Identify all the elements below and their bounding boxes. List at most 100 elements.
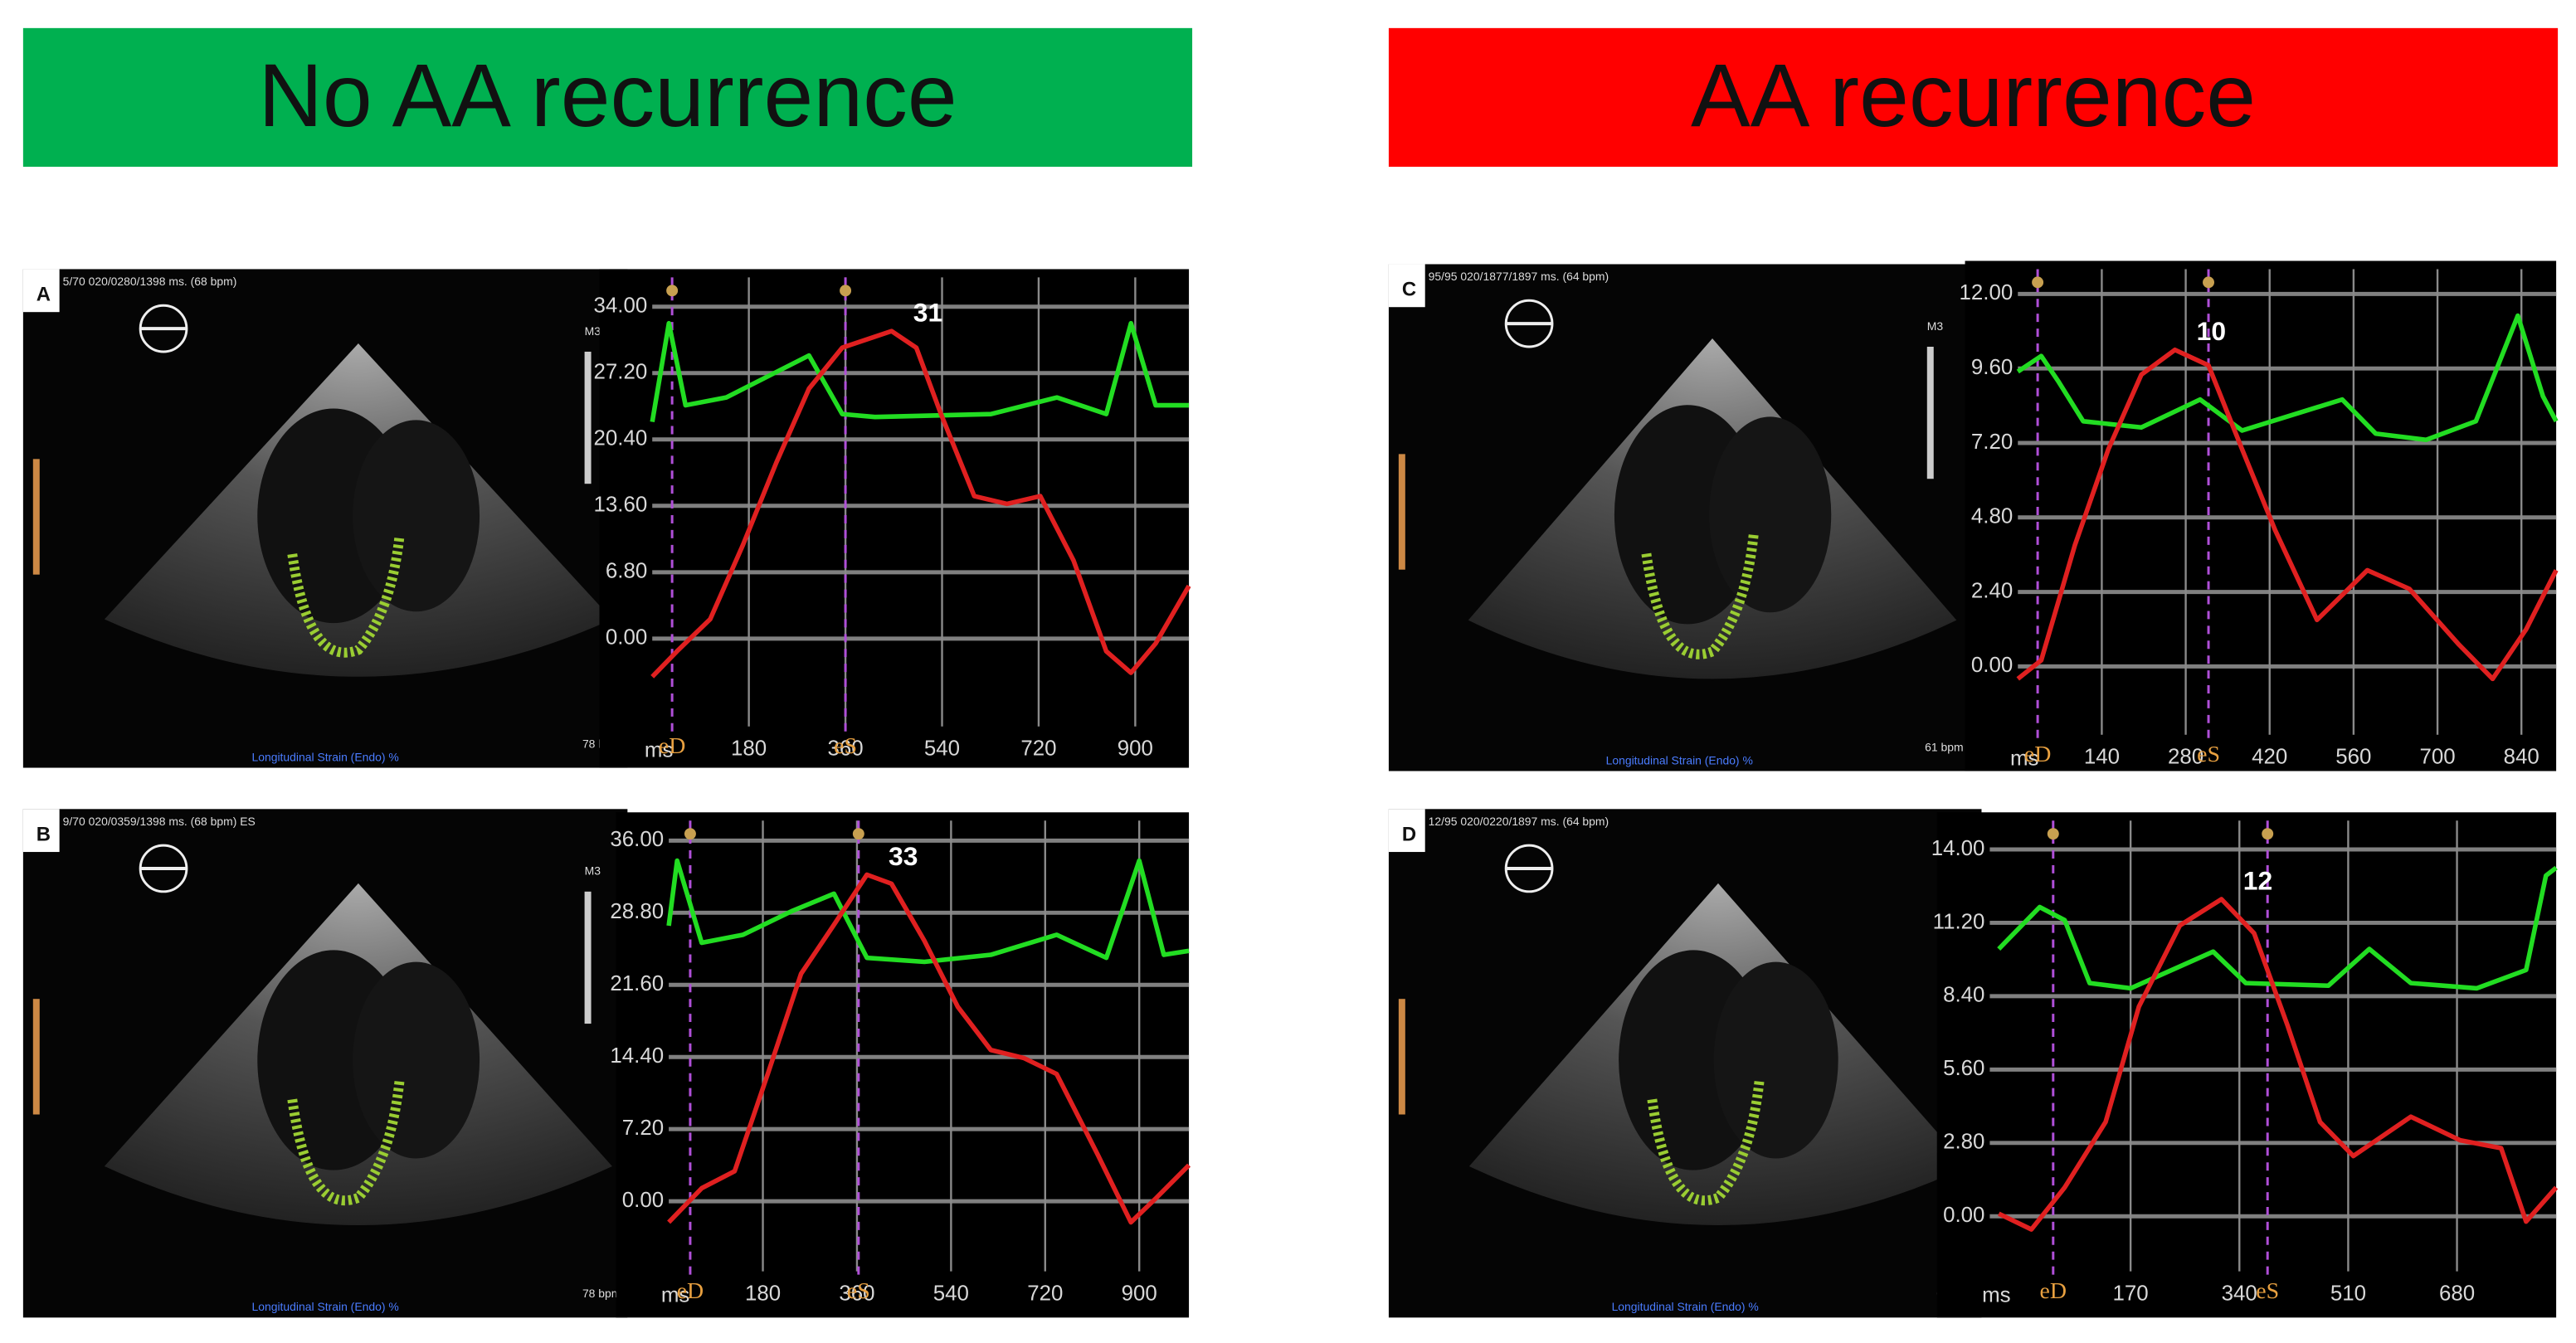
color-bar — [32, 459, 40, 575]
y-tick-label: 5.60 — [1943, 1057, 1984, 1080]
x-tick-label: 180 — [731, 737, 767, 760]
y-tick-label: 7.20 — [622, 1117, 664, 1140]
x-tick-label: 510 — [2330, 1282, 2366, 1305]
x-axis-label: ms — [645, 738, 673, 762]
gray-bar — [584, 351, 592, 484]
y-tick-label: 0.00 — [1971, 654, 2013, 677]
echo-chamber — [353, 420, 480, 612]
event-marker-icon — [852, 828, 864, 840]
echo-footer: Longitudinal Strain (Endo) % — [1612, 1300, 1759, 1313]
header-bar — [1388, 27, 2559, 168]
x-tick-label: 540 — [924, 737, 960, 760]
chart-background — [599, 269, 1190, 768]
event-marker-icon — [666, 285, 679, 297]
x-tick-label: 360 — [839, 1282, 874, 1305]
x-tick-label: 700 — [2419, 745, 2455, 768]
event-marker-icon — [2047, 828, 2059, 840]
y-tick-label: 36.00 — [610, 828, 664, 851]
panel-letter: B — [37, 823, 51, 845]
strain-curve — [2016, 347, 2559, 682]
x-tick-label: 840 — [2504, 745, 2539, 768]
gray-bar — [1926, 346, 1934, 479]
x-tick-label: 720 — [1027, 1282, 1063, 1305]
chart-background — [616, 812, 1190, 1318]
event-marker-icon — [2203, 276, 2214, 289]
x-tick-label: 340 — [2222, 1282, 2257, 1305]
y-tick-label: 13.60 — [594, 494, 648, 517]
x-tick-label: 140 — [2084, 745, 2120, 768]
event-label: eD — [659, 733, 686, 759]
y-tick-label: 2.40 — [1971, 579, 2013, 602]
x-axis-label: ms — [661, 1283, 689, 1307]
echo-header: 9/70 020/0359/1398 ms. (68 bpm) ES — [63, 815, 256, 828]
peak-label: 10 — [2197, 316, 2226, 346]
x-tick-label: 900 — [1122, 1282, 1157, 1305]
x-tick-label: 540 — [933, 1282, 969, 1305]
panel-letter-box — [1388, 264, 1425, 308]
x-axis-label: ms — [2010, 747, 2038, 770]
y-tick-label: 21.60 — [610, 972, 664, 995]
event-label: eS — [834, 733, 857, 759]
y-tick-label: 20.40 — [594, 427, 648, 450]
panel-letter-box — [1388, 809, 1425, 853]
event-marker-icon — [2032, 276, 2044, 289]
x-tick-label: 280 — [2168, 745, 2203, 768]
event-marker-icon — [2262, 828, 2274, 840]
event-marker-icon — [684, 828, 696, 840]
y-tick-label: 2.80 — [1943, 1131, 1984, 1154]
y-tick-label: 8.40 — [1943, 984, 1984, 1007]
strain-curve — [650, 320, 1190, 423]
echo-scale: M3 — [1927, 319, 1944, 333]
header-bar — [22, 27, 1193, 168]
echo-footer: Longitudinal Strain (Endo) % — [251, 750, 398, 763]
echo-chamber — [1709, 416, 1832, 613]
panel-letter-box — [22, 809, 60, 853]
echo-chamber — [353, 961, 480, 1159]
x-tick-label: 720 — [1020, 737, 1056, 760]
y-tick-label: 11.20 — [1933, 910, 1985, 933]
strain-curve — [1998, 897, 2559, 1232]
x-tick-label: 680 — [2439, 1282, 2475, 1305]
y-tick-label: 6.80 — [606, 560, 647, 583]
y-tick-label: 14.40 — [610, 1044, 664, 1068]
panel-letter: D — [1402, 823, 1416, 845]
y-tick-label: 34.00 — [594, 294, 648, 318]
event-label: eD — [2024, 742, 2052, 767]
echo-header: 12/95 020/0220/1897 ms. (64 bpm) — [1429, 815, 1609, 828]
strain-curve — [650, 328, 1191, 679]
event-marker-icon — [840, 285, 852, 297]
x-tick-label: 900 — [1118, 737, 1153, 760]
peak-label: 31 — [913, 298, 942, 328]
gray-bar — [584, 891, 592, 1024]
x-tick-label: 170 — [2113, 1282, 2149, 1305]
echo-bpm: 61 bpm — [1925, 740, 1963, 753]
event-label: eD — [677, 1278, 704, 1304]
y-tick-label: 4.80 — [1971, 505, 2013, 528]
echo-header: 5/70 020/0280/1398 ms. (68 bpm) — [63, 275, 237, 288]
x-tick-label: 420 — [2252, 745, 2287, 768]
strain-curve — [667, 872, 1191, 1225]
y-tick-label: 0.00 — [622, 1189, 664, 1212]
header-title: AA recurrence — [1691, 46, 2256, 145]
x-tick-label: 560 — [2335, 745, 2371, 768]
color-bar — [32, 999, 40, 1115]
strain-curve — [666, 858, 1190, 965]
y-tick-label: 28.80 — [610, 900, 664, 923]
event-label: eS — [2197, 742, 2220, 767]
panel-letter: A — [37, 284, 51, 306]
peak-label: 12 — [2243, 866, 2272, 896]
echo-scale: M3 — [585, 324, 601, 338]
x-tick-label: 360 — [827, 737, 863, 760]
y-tick-label: 9.60 — [1971, 356, 2013, 379]
chart-background — [1936, 812, 2557, 1318]
panel-letter: C — [1402, 279, 1416, 301]
echo-chamber — [1713, 961, 1838, 1159]
echo-bpm: 78 bpm — [582, 1287, 621, 1300]
x-axis-label: ms — [1982, 1283, 2010, 1307]
echo-footer: Longitudinal Strain (Endo) % — [1606, 753, 1753, 766]
y-tick-label: 0.00 — [1943, 1204, 1984, 1227]
event-label: eS — [847, 1278, 870, 1304]
panel-letter-box — [22, 269, 60, 313]
